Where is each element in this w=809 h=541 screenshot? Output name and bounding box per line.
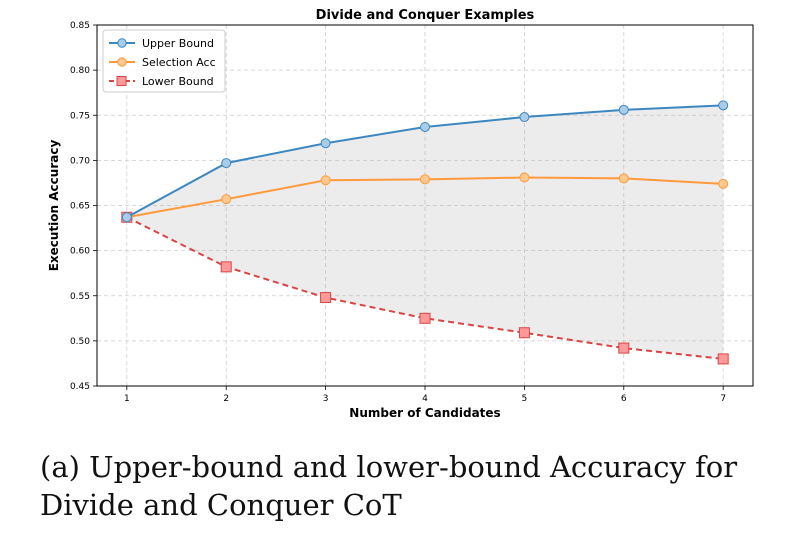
- legend-marker-upper-bound: [117, 38, 127, 48]
- y-tick-label: 0.75: [70, 111, 90, 121]
- data-point-selection-acc: [320, 175, 331, 186]
- x-tick-label: 2: [223, 394, 229, 404]
- data-point-upper-bound: [718, 100, 729, 111]
- data-point-lower-bound: [320, 292, 332, 304]
- legend-label-lower-bound: Lower Bound: [142, 75, 214, 88]
- x-tick-label: 4: [422, 394, 428, 404]
- x-tick-label: 5: [522, 394, 528, 404]
- data-point-upper-bound: [221, 158, 232, 169]
- data-point-selection-acc: [618, 173, 629, 184]
- data-point-lower-bound: [220, 261, 232, 273]
- data-point-selection-acc: [420, 174, 430, 185]
- data-point-selection-acc: [221, 194, 232, 205]
- caption-line-1: (a) Upper-bound and lower-bound Accuracy…: [40, 450, 738, 484]
- y-tick-label: 0.60: [70, 247, 90, 257]
- bound-fill-area: [126, 105, 724, 359]
- data-point-upper-bound: [420, 121, 430, 132]
- data-point-upper-bound: [519, 112, 530, 123]
- data-point-selection-acc: [718, 178, 729, 189]
- data-point-lower-bound: [419, 312, 431, 324]
- legend: Upper Bound Selection Acc Lower Bound: [102, 29, 226, 93]
- y-tick-label: 0.70: [70, 156, 90, 166]
- x-tick-label: 3: [323, 394, 329, 404]
- y-tick-label: 0.45: [70, 382, 90, 392]
- y-tick-label: 0.50: [70, 337, 90, 347]
- legend-box: [102, 29, 226, 93]
- y-tick-label: 0.55: [70, 292, 90, 302]
- x-axis-label: Number of Candidates: [349, 406, 500, 420]
- figure-caption: (a) Upper-bound and lower-bound Accuracy…: [40, 448, 780, 524]
- legend-label-upper-bound: Upper Bound: [142, 37, 214, 50]
- series-layer: [121, 100, 729, 365]
- y-axis-label: Execution Accuracy: [47, 140, 61, 272]
- y-tick-label: 0.80: [70, 66, 90, 76]
- legend-marker-lower-bound: [116, 76, 127, 86]
- data-point-upper-bound: [121, 212, 132, 223]
- chart-title: Divide and Conquer Examples: [316, 8, 535, 23]
- axis-ticks: 1 2 3 4 5 6 7 0.45 0.50 0.55 0.60 0.65 0.70 0.75 0.80 0…: [70, 21, 726, 404]
- legend-marker-selection-acc: [117, 57, 127, 67]
- data-point-upper-bound: [618, 104, 629, 115]
- data-point-selection-acc: [519, 172, 530, 183]
- x-tick-label: 6: [621, 394, 627, 404]
- data-point-lower-bound: [717, 353, 729, 365]
- x-tick-label: 7: [720, 394, 726, 404]
- data-point-lower-bound: [618, 342, 630, 354]
- y-tick-label: 0.85: [70, 21, 90, 31]
- x-tick-label: 1: [124, 394, 130, 404]
- data-point-upper-bound: [320, 138, 331, 149]
- caption-line-2: Divide and Conquer CoT: [40, 488, 402, 522]
- data-point-lower-bound: [518, 327, 530, 339]
- chart: 1 2 3 4 5 6 7 0.45 0.50 0.55 0.60 0.65 0.70 0.75 0.80 0…: [47, 8, 754, 420]
- legend-label-selection-acc: Selection Acc: [142, 56, 216, 69]
- y-tick-label: 0.65: [70, 202, 90, 212]
